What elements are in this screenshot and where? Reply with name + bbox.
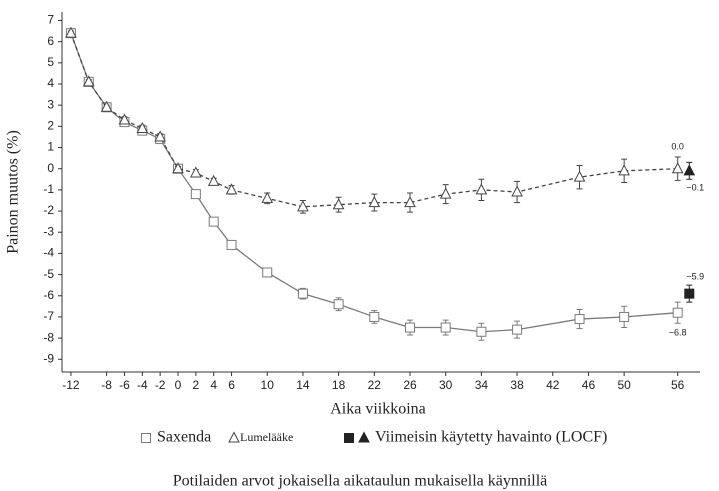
marker — [618, 164, 630, 176]
y-tick-label: 6 — [47, 34, 54, 48]
marker — [225, 183, 238, 195]
marker — [118, 113, 131, 125]
x-tick-label: -12 — [62, 378, 80, 392]
x-tick-label: -4 — [137, 378, 148, 392]
marker — [190, 189, 201, 200]
x-tick-label: 22 — [368, 378, 382, 392]
legend-label: Saxenda — [157, 429, 211, 446]
y-tick-label: 1 — [47, 140, 54, 154]
note: Potilaiden arvot jokaisella aikataulun m… — [173, 473, 548, 490]
marker — [344, 433, 354, 443]
x-tick-label: -2 — [155, 378, 166, 392]
x-tick-label: 38 — [510, 378, 524, 392]
series-line — [70, 32, 678, 208]
marker — [207, 174, 220, 186]
x-tick-label: 14 — [296, 378, 310, 392]
x-tick-label: 30 — [439, 378, 453, 392]
y-tick-label: -2 — [43, 203, 54, 217]
x-tick-label: -6 — [119, 378, 130, 392]
x-tick-label: 42 — [546, 378, 560, 392]
series-line — [70, 32, 678, 333]
y-tick-label: 3 — [47, 97, 54, 111]
y-tick-label: -6 — [43, 288, 54, 302]
marker — [358, 431, 370, 443]
x-axis-label: Aika viikkoina — [330, 401, 426, 418]
y-tick-label: -5 — [43, 267, 54, 281]
marker — [172, 162, 184, 174]
marker — [136, 121, 149, 133]
marker — [683, 164, 696, 176]
marker — [261, 191, 274, 203]
marker — [369, 311, 380, 322]
x-tick-label: 34 — [475, 378, 489, 392]
x-tick-label: 18 — [332, 378, 346, 392]
value-label: −6.8 — [669, 328, 687, 338]
marker — [512, 324, 523, 335]
value-label: 0.0 — [671, 141, 684, 151]
x-tick-label: -8 — [101, 378, 112, 392]
marker — [574, 314, 585, 325]
marker — [368, 196, 381, 208]
marker — [440, 322, 451, 333]
y-axis-label: Painon muutos (%) — [5, 130, 22, 254]
x-tick-label: 6 — [228, 378, 235, 392]
marker — [82, 75, 95, 87]
marker — [405, 322, 415, 333]
y-tick-label: 5 — [47, 55, 54, 69]
x-tick-label: 26 — [403, 378, 417, 392]
marker — [228, 431, 240, 443]
marker — [476, 326, 487, 337]
marker — [100, 100, 113, 112]
marker — [226, 239, 237, 250]
marker — [475, 183, 488, 195]
y-tick-label: 2 — [47, 119, 54, 133]
y-tick-label: -1 — [43, 182, 54, 196]
legend-label: Lumelääke — [240, 430, 293, 444]
x-tick-label: 10 — [261, 378, 275, 392]
marker — [672, 307, 683, 318]
marker — [573, 170, 586, 182]
marker — [619, 311, 630, 322]
value-label: −0.1 — [686, 183, 704, 193]
marker — [671, 162, 684, 174]
marker — [297, 200, 309, 212]
marker — [404, 196, 416, 208]
x-tick-label: 4 — [210, 378, 217, 392]
x-tick-label: 0 — [175, 378, 182, 392]
x-tick-label: 56 — [671, 378, 685, 392]
y-tick-label: -8 — [43, 330, 54, 344]
marker — [333, 299, 344, 310]
y-tick-label: -3 — [43, 224, 54, 238]
marker — [297, 288, 308, 299]
marker — [262, 267, 273, 278]
marker — [190, 166, 202, 178]
value-label: −5.9 — [686, 272, 704, 282]
x-tick-label: 50 — [617, 378, 631, 392]
marker — [65, 26, 77, 38]
marker — [332, 198, 345, 210]
marker — [684, 288, 695, 299]
y-tick-label: 7 — [47, 13, 54, 27]
marker — [208, 216, 219, 227]
y-tick-label: 4 — [47, 76, 54, 90]
y-tick-label: -7 — [43, 309, 54, 323]
marker — [511, 185, 523, 197]
y-tick-label: 0 — [47, 161, 54, 175]
y-tick-label: -4 — [43, 246, 54, 260]
marker — [154, 130, 166, 142]
marker — [439, 187, 452, 199]
legend-label: Viimeisin käytetty havainto (LOCF) — [375, 429, 607, 446]
marker — [141, 433, 151, 443]
x-tick-label: 2 — [193, 378, 200, 392]
x-tick-label: 46 — [582, 378, 596, 392]
y-tick-label: -9 — [43, 351, 54, 365]
